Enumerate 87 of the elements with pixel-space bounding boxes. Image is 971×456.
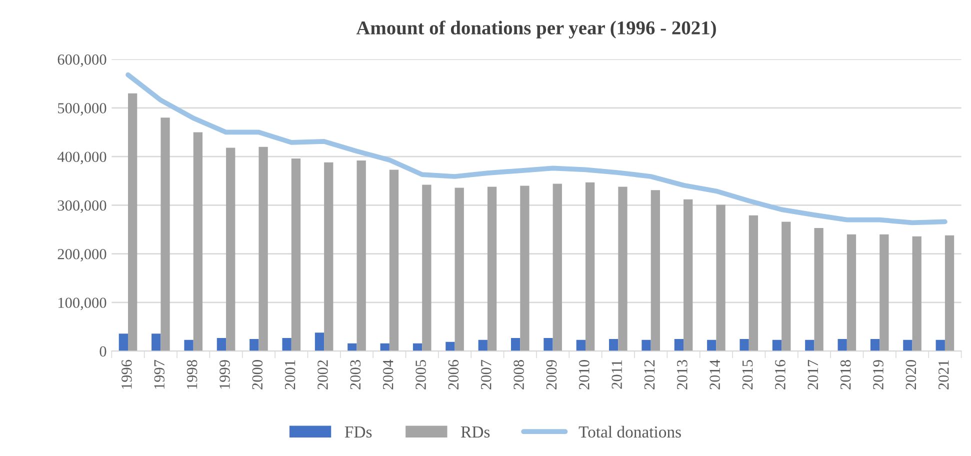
x-tick-label: 1999 — [220, 360, 230, 389]
y-tick-label: 400,000 — [57, 152, 106, 164]
legend-label: RDs — [461, 426, 490, 438]
bar — [912, 236, 922, 352]
bar — [618, 186, 628, 352]
y-tick-label: 100,000 — [58, 298, 106, 310]
bar — [814, 228, 824, 352]
bar — [936, 340, 945, 352]
bar — [118, 334, 128, 352]
bar — [160, 118, 170, 352]
x-tick-label: 1997 — [154, 360, 165, 389]
x-tick-label: 2017 — [808, 360, 818, 390]
bar — [226, 148, 236, 352]
bar — [838, 338, 847, 352]
x-tick-label: 2014 — [710, 360, 720, 390]
bar — [216, 338, 226, 352]
bar — [609, 338, 618, 352]
bar — [454, 188, 464, 352]
x-tick-label: 2021 — [938, 360, 949, 390]
bar — [510, 338, 520, 352]
bar — [870, 338, 880, 352]
bar — [250, 338, 259, 352]
x-tick-label: 2011 — [612, 360, 622, 389]
x-tick-label: 2009 — [546, 360, 557, 390]
bar — [152, 334, 161, 352]
chart-title: Amount of donations per year (1996 - 2021) — [356, 20, 716, 38]
bar — [772, 340, 782, 352]
bar — [684, 199, 693, 352]
bar — [846, 234, 856, 352]
bar — [674, 338, 684, 352]
bar — [446, 342, 455, 352]
bar — [650, 190, 660, 352]
x-tick-label: 2016 — [775, 360, 786, 390]
line-series — [126, 72, 948, 226]
bar — [291, 158, 301, 352]
y-tick-label: 500,000 — [58, 103, 106, 116]
bar — [487, 186, 497, 352]
bar — [880, 234, 889, 352]
x-tick-label: 1996 — [122, 360, 132, 389]
x-tick-label: 2006 — [448, 360, 459, 390]
x-tick-label: 2005 — [416, 360, 426, 390]
x-tick-label: 2000 — [252, 360, 263, 390]
x-tick-label: 2019 — [873, 360, 884, 390]
x-tick-label: 2020 — [906, 360, 916, 390]
x-tick-label: 2004 — [382, 360, 394, 390]
bar — [642, 340, 651, 352]
y-tick-label: 0 — [100, 346, 106, 357]
bar — [585, 182, 595, 352]
legend-label: FDs — [344, 426, 372, 438]
bar — [258, 146, 268, 352]
x-tick-label: 2018 — [840, 360, 851, 390]
bar — [422, 184, 432, 352]
y-tick-label: 600,000 — [58, 54, 106, 67]
bar — [903, 340, 912, 352]
x-tick-label: 2012 — [644, 360, 655, 390]
x-tick-label: 2001 — [284, 360, 296, 390]
bar — [576, 340, 586, 352]
x-tick-label: 2003 — [350, 360, 361, 390]
x-tick-label: 1998 — [186, 360, 198, 389]
x-tick-label: 2007 — [480, 360, 492, 390]
bar — [552, 184, 562, 352]
bar — [128, 93, 138, 352]
bar — [544, 338, 553, 352]
bar — [716, 204, 726, 352]
x-tick-label: 2013 — [677, 360, 688, 390]
bar — [193, 132, 203, 352]
bar — [314, 332, 324, 352]
bar — [389, 170, 399, 352]
x-tick-label: 2002 — [318, 360, 328, 390]
x-tick-label: 2015 — [742, 360, 753, 390]
bar — [740, 338, 749, 352]
bar — [748, 215, 758, 352]
bar — [282, 338, 292, 352]
bar — [805, 340, 814, 352]
legend-label: Total donations — [578, 426, 681, 438]
bar — [184, 340, 194, 352]
bar — [944, 235, 954, 352]
x-tick-label: 2010 — [579, 360, 590, 390]
bar — [520, 186, 530, 352]
bar — [478, 340, 488, 352]
y-tick-label: 200,000 — [58, 248, 106, 262]
bar — [324, 162, 334, 352]
y-tick-label: 300,000 — [58, 200, 106, 213]
bar — [707, 340, 716, 352]
x-tick-label: 2008 — [514, 360, 524, 390]
bar — [782, 222, 791, 352]
bar — [356, 160, 366, 352]
